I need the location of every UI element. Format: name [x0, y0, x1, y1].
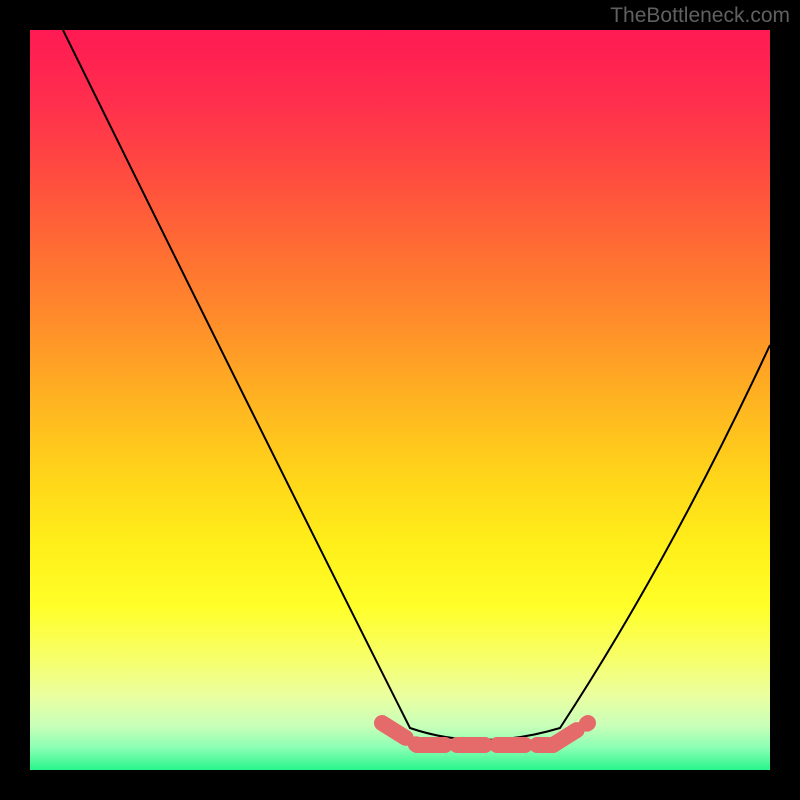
watermark-text: TheBottleneck.com — [610, 4, 790, 28]
bottleneck-chart: TheBottleneck.com — [0, 0, 800, 800]
plot-background — [30, 30, 770, 770]
chart-svg — [0, 0, 800, 800]
